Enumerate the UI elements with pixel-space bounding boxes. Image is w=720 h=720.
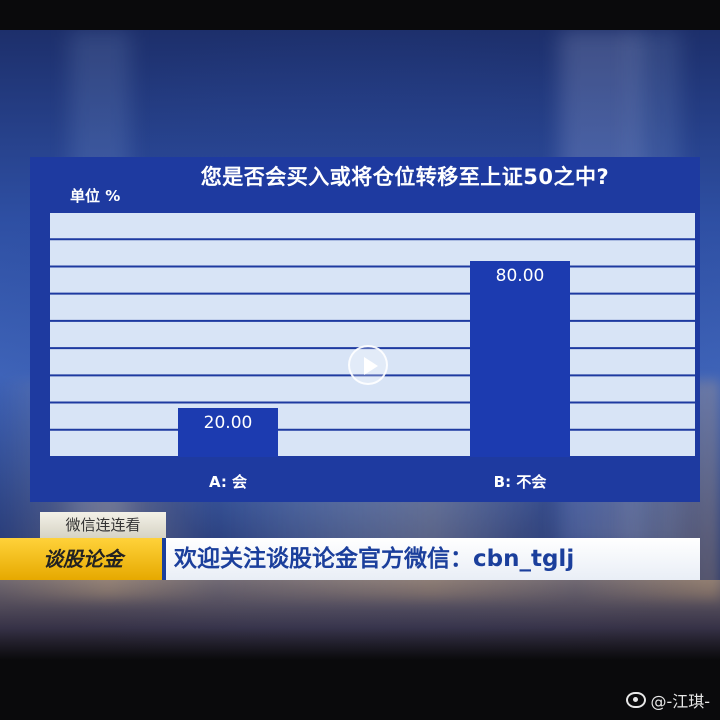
weibo-icon — [626, 692, 647, 708]
chart-panel: 20.00 A: 会 80.00 B: 不会 您是否会买入或将仓位转移至上证50之中?… — [30, 157, 700, 502]
show-logo: 谈股论金 — [0, 538, 166, 580]
lower-third-tag: 微信连连看 — [40, 512, 166, 538]
bar-value-label: 80.00 — [496, 266, 545, 286]
chart-title: 您是否会买入或将仓位转移至上证50之中? — [200, 165, 610, 189]
bar-chart: 20.00 A: 会 80.00 B: 不会 — [50, 211, 695, 491]
lower-third-accent — [162, 538, 168, 580]
bottom-glow — [0, 580, 720, 660]
plot-area — [50, 212, 695, 457]
watermark-text: @-江琪- — [650, 692, 710, 711]
category-label: A: 会 — [209, 473, 247, 491]
category-label: B: 不会 — [494, 473, 547, 491]
watermark: @-江琪- — [626, 688, 710, 712]
unit-label: 单位 % — [70, 187, 121, 205]
bar-value-label: 20.00 — [204, 413, 253, 433]
bar — [178, 408, 278, 457]
lower-third-message: 欢迎关注谈股论金官方微信：cbn_tglj — [166, 538, 700, 580]
bar — [470, 261, 570, 457]
play-icon[interactable] — [348, 345, 388, 385]
